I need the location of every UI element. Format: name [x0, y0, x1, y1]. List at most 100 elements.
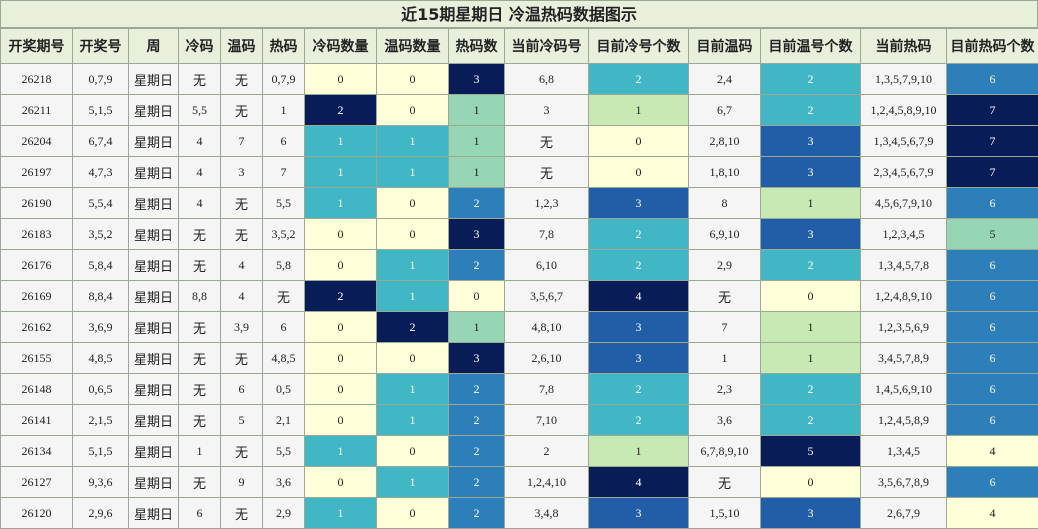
- table-cell: 1,2,3,5,6,9: [861, 312, 947, 343]
- table-cell: 3,6,9: [73, 312, 129, 343]
- table-cell: 0,7,9: [73, 64, 129, 95]
- table-cell: 2: [449, 374, 505, 405]
- column-header[interactable]: 当前热码: [861, 29, 947, 64]
- column-header[interactable]: 周: [129, 29, 179, 64]
- table-cell: 2: [589, 250, 689, 281]
- table-cell: 1: [305, 157, 377, 188]
- table-cell: 无: [505, 126, 589, 157]
- table-cell: 星期日: [129, 467, 179, 498]
- table-cell: 星期日: [129, 250, 179, 281]
- table-cell: 3,9: [221, 312, 263, 343]
- table-cell: 5,5: [263, 188, 305, 219]
- table-cell: 0,6,5: [73, 374, 129, 405]
- table-cell: 1,2,3: [505, 188, 589, 219]
- table-cell: 6,7: [689, 95, 761, 126]
- table-cell: 无: [221, 343, 263, 374]
- table-cell: 6: [947, 405, 1038, 436]
- column-header[interactable]: 温码: [221, 29, 263, 64]
- column-header[interactable]: 热码: [263, 29, 305, 64]
- table-cell: 2: [449, 436, 505, 467]
- table-cell: 8,8,4: [73, 281, 129, 312]
- table-cell: 3: [505, 95, 589, 126]
- table-cell: 3: [761, 498, 861, 529]
- table-cell: 3: [589, 343, 689, 374]
- table-cell: 2: [305, 95, 377, 126]
- table-cell: 26218: [1, 64, 73, 95]
- column-header[interactable]: 温码数量: [377, 29, 449, 64]
- table-cell: 1: [377, 281, 449, 312]
- column-header[interactable]: 当前冷码号: [505, 29, 589, 64]
- table-cell: 2: [449, 498, 505, 529]
- table-cell: 无: [221, 64, 263, 95]
- table-cell: 星期日: [129, 374, 179, 405]
- table-cell: 5,5: [179, 95, 221, 126]
- table-cell: 1: [377, 467, 449, 498]
- column-header[interactable]: 开奖号: [73, 29, 129, 64]
- column-header[interactable]: 热码数: [449, 29, 505, 64]
- table-cell: 3: [761, 219, 861, 250]
- table-cell: 3,4,5,7,8,9: [861, 343, 947, 374]
- table-cell: 2: [761, 64, 861, 95]
- table-cell: 1,2,3,4,5: [861, 219, 947, 250]
- table-cell: 星期日: [129, 157, 179, 188]
- table-cell: 26120: [1, 498, 73, 529]
- table-cell: 无: [179, 374, 221, 405]
- table-cell: 无: [179, 405, 221, 436]
- column-header[interactable]: 目前热码个数: [947, 29, 1038, 64]
- table-cell: 6: [947, 188, 1038, 219]
- table-cell: 4: [179, 157, 221, 188]
- table-cell: 5: [947, 219, 1038, 250]
- table-cell: 无: [689, 281, 761, 312]
- table-cell: 0: [589, 157, 689, 188]
- table-cell: 1: [377, 405, 449, 436]
- table-cell: 1: [377, 250, 449, 281]
- table-cell: 2: [449, 467, 505, 498]
- table-cell: 0: [761, 281, 861, 312]
- table-cell: 1,2,4,10: [505, 467, 589, 498]
- table-cell: 2,9,6: [73, 498, 129, 529]
- table-cell: 6: [947, 374, 1038, 405]
- table-cell: 7: [221, 126, 263, 157]
- table-cell: 3,5,2: [73, 219, 129, 250]
- table-cell: 1: [449, 126, 505, 157]
- table-cell: 无: [221, 219, 263, 250]
- table-cell: 7,8: [505, 374, 589, 405]
- table-cell: 2: [589, 374, 689, 405]
- table-cell: 0: [449, 281, 505, 312]
- table-cell: 3: [589, 188, 689, 219]
- column-header[interactable]: 目前冷号个数: [589, 29, 689, 64]
- table-cell: 26162: [1, 312, 73, 343]
- table-cell: 3: [449, 219, 505, 250]
- page-title: 近15期星期日 冷温热码数据图示: [0, 0, 1038, 28]
- table-cell: 1: [689, 343, 761, 374]
- table-cell: 0: [305, 64, 377, 95]
- table-cell: 无: [221, 498, 263, 529]
- table-cell: 0: [377, 219, 449, 250]
- table-cell: 2: [761, 250, 861, 281]
- column-header[interactable]: 冷码: [179, 29, 221, 64]
- table-cell: 0,5: [263, 374, 305, 405]
- table-cell: 4: [589, 467, 689, 498]
- table-cell: 1: [761, 343, 861, 374]
- table-cell: 3: [449, 64, 505, 95]
- table-cell: 0: [305, 312, 377, 343]
- table-cell: 5,8,4: [73, 250, 129, 281]
- table-cell: 3: [589, 498, 689, 529]
- table-cell: 星期日: [129, 126, 179, 157]
- table-cell: 无: [179, 467, 221, 498]
- table-cell: 1: [305, 188, 377, 219]
- table-cell: 26155: [1, 343, 73, 374]
- table-cell: 1: [589, 436, 689, 467]
- column-header[interactable]: 开奖期号: [1, 29, 73, 64]
- column-header[interactable]: 目前温号个数: [761, 29, 861, 64]
- column-header[interactable]: 目前温码: [689, 29, 761, 64]
- column-header[interactable]: 冷码数量: [305, 29, 377, 64]
- table-cell: 0: [377, 498, 449, 529]
- table-cell: 1: [761, 188, 861, 219]
- table-cell: 4,5,6,7,9,10: [861, 188, 947, 219]
- table-cell: 星期日: [129, 498, 179, 529]
